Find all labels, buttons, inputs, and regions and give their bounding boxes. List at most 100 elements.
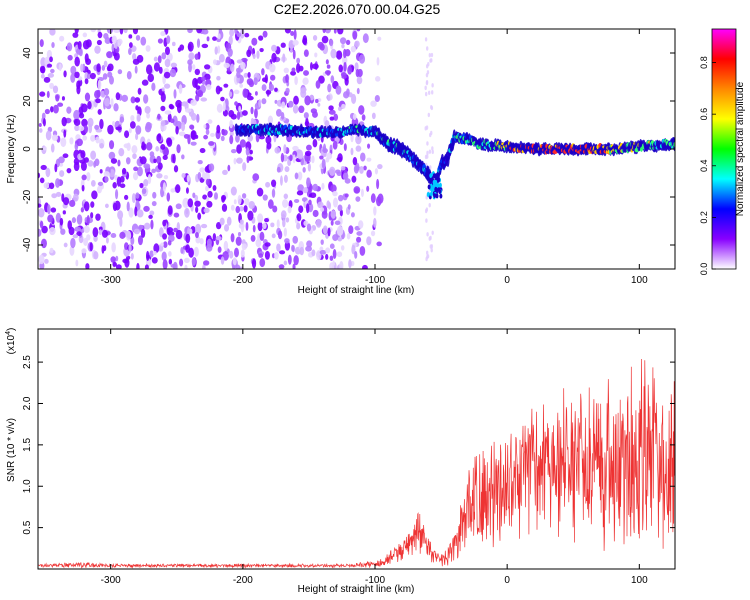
noise-speckle: [235, 236, 242, 246]
noise-speckle: [149, 151, 155, 158]
noise-speckle: [144, 123, 152, 133]
noise-speckle: [194, 194, 199, 201]
noise-speckle: [294, 172, 299, 180]
noise-speckle: [38, 254, 45, 265]
noise-speckle: [329, 262, 335, 269]
noise-speckle: [284, 29, 291, 34]
noise-speckle: [283, 67, 289, 74]
noise-speckle: [160, 30, 166, 37]
noise-speckle: [76, 231, 82, 237]
noise-speckle: [202, 194, 208, 200]
noise-speckle: [205, 185, 209, 192]
noise-speckle: [62, 197, 70, 206]
noise-speckle: [160, 242, 164, 247]
noise-speckle: [69, 245, 75, 256]
noise-speckle: [78, 112, 85, 119]
noise-speckle: [278, 264, 285, 269]
noise-speckle: [355, 134, 362, 145]
noise-speckle: [241, 243, 247, 250]
noise-speckle: [322, 143, 327, 153]
noise-speckle: [133, 228, 140, 235]
noise-speckle: [92, 227, 99, 238]
noise-speckle: [315, 80, 321, 89]
noise-speckle: [121, 167, 127, 175]
trace-core: [427, 184, 431, 190]
noise-speckle: [265, 181, 271, 188]
noise-speckle: [146, 112, 150, 119]
noise-speckle: [87, 160, 94, 167]
noise-speckle: [424, 85, 427, 91]
noise-speckle: [80, 63, 84, 73]
snr-x-tick-label: -300: [101, 575, 121, 586]
noise-speckle: [336, 50, 343, 60]
noise-speckle: [104, 203, 109, 209]
noise-speckle: [112, 202, 118, 212]
noise-speckle: [276, 108, 282, 117]
noise-speckle: [243, 72, 249, 78]
colorbar-label: Normalized spectral amplitude: [735, 81, 746, 216]
noise-speckle: [425, 218, 428, 223]
noise-speckle: [355, 145, 362, 152]
noise-speckle: [203, 207, 210, 214]
noise-speckle: [232, 257, 237, 266]
noise-speckle: [254, 108, 258, 119]
noise-speckle: [239, 139, 246, 148]
noise-speckle: [78, 48, 83, 57]
noise-speckle: [270, 74, 276, 81]
noise-speckle: [196, 29, 203, 34]
noise-speckle: [49, 29, 56, 36]
noise-speckle: [344, 49, 351, 57]
noise-speckle: [48, 182, 55, 190]
noise-speckle: [312, 139, 318, 148]
noise-speckle: [214, 192, 218, 200]
noise-speckle: [359, 152, 366, 162]
noise-speckle: [230, 148, 237, 154]
colorbar-scale: [711, 28, 737, 270]
noise-speckle: [73, 161, 80, 172]
noise-speckle: [215, 85, 221, 95]
noise-speckle: [124, 194, 129, 200]
noise-speckle: [44, 258, 49, 264]
noise-speckle: [426, 154, 429, 159]
colorbar-tick-label: 0.8: [699, 56, 709, 69]
noise-speckle: [220, 135, 225, 142]
noise-speckle: [184, 207, 190, 218]
noise-speckle: [247, 210, 254, 221]
noise-speckle: [292, 145, 299, 151]
noise-speckle: [236, 59, 243, 64]
noise-speckle: [80, 150, 86, 159]
noise-speckle: [299, 246, 305, 256]
noise-speckle: [370, 100, 377, 107]
noise-speckle: [309, 62, 313, 71]
noise-speckle: [280, 111, 285, 120]
noise-speckle: [203, 260, 210, 266]
noise-speckle: [312, 183, 319, 192]
noise-speckle: [296, 213, 302, 222]
noise-speckle: [327, 94, 331, 102]
noise-speckle: [63, 70, 67, 78]
noise-speckle: [252, 173, 260, 181]
noise-speckle: [134, 65, 138, 74]
noise-speckle: [333, 113, 339, 121]
noise-speckle: [351, 93, 357, 104]
noise-speckle: [376, 241, 382, 247]
noise-speckle: [201, 43, 209, 49]
noise-speckle: [236, 67, 240, 73]
noise-speckle: [51, 193, 58, 199]
noise-speckle: [173, 261, 178, 269]
noise-speckle: [274, 87, 278, 92]
noise-speckle: [45, 167, 51, 178]
noise-speckle: [135, 125, 142, 135]
noise-speckle: [183, 257, 190, 264]
noise-speckle: [125, 230, 132, 241]
noise-speckle: [242, 162, 247, 172]
noise-speckle: [190, 130, 196, 140]
noise-speckle: [280, 152, 285, 163]
noise-speckle: [332, 190, 338, 197]
noise-speckle: [306, 223, 312, 232]
noise-speckle: [306, 240, 313, 248]
noise-speckle: [78, 125, 85, 132]
noise-speckle: [90, 212, 94, 219]
noise-speckle: [261, 98, 267, 105]
noise-speckle: [312, 63, 319, 70]
